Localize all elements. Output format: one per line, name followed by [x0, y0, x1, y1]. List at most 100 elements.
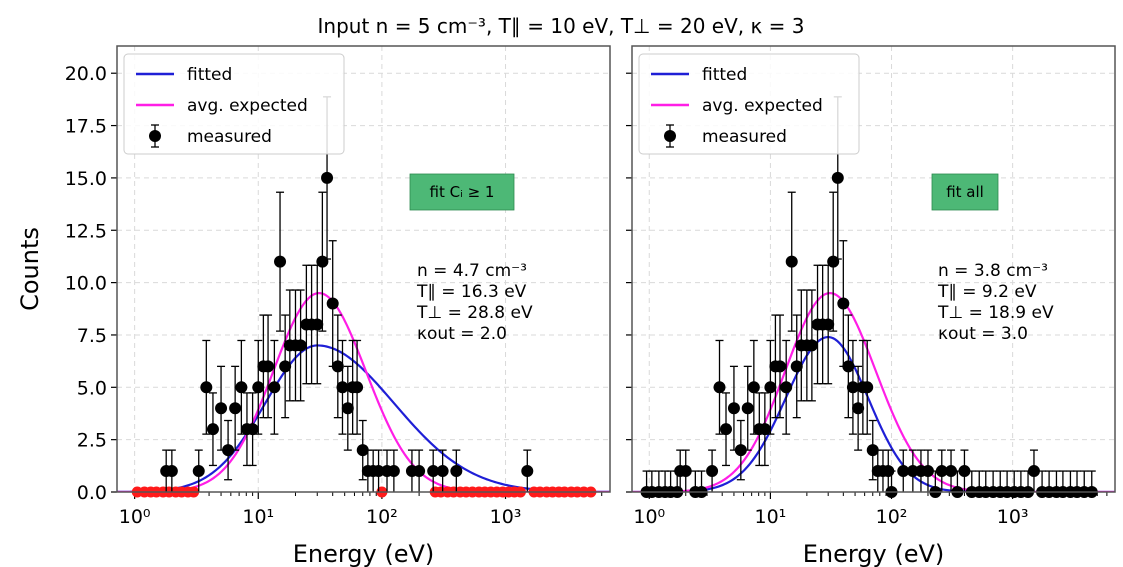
measured-point — [341, 402, 354, 415]
plot-frame — [631, 45, 1116, 493]
measured-point — [866, 444, 879, 457]
legend-label-expected: avg. expected — [187, 96, 308, 116]
measured-point — [822, 318, 835, 331]
measured-point — [192, 465, 205, 478]
measured-point — [351, 381, 364, 394]
plot-frame — [116, 45, 611, 493]
legend-swatch-measured — [664, 130, 676, 142]
y-tick-label: 17.5 — [65, 116, 107, 138]
x-tick-label: 10⁰ — [633, 506, 665, 528]
x-tick-label: 10² — [876, 506, 908, 528]
measured-point — [200, 381, 213, 394]
fit-mode-label: fit all — [946, 183, 984, 201]
expected-curve — [117, 291, 610, 492]
x-tick-label: 10¹ — [755, 506, 787, 528]
measured-point — [215, 402, 228, 415]
measured-point — [727, 402, 740, 415]
measured-point — [846, 381, 859, 394]
measured-point — [780, 381, 793, 394]
measured-point — [831, 171, 844, 184]
x-tick-label: 10² — [366, 506, 398, 528]
measured-point — [436, 465, 449, 478]
fit-parameter-text: n = 4.7 cm⁻³ — [417, 261, 527, 281]
measured-point — [764, 381, 777, 394]
x-tick-label: 10³ — [490, 506, 522, 528]
y-axis-label: Counts — [16, 227, 44, 311]
legend-label-expected: avg. expected — [702, 96, 823, 116]
measured-point — [229, 402, 242, 415]
legend-label-measured: measured — [187, 127, 272, 147]
fit-parameter-text: κout = 3.0 — [938, 324, 1028, 344]
measured-point — [165, 465, 178, 478]
measured-point — [521, 465, 534, 478]
measured-point — [837, 297, 850, 310]
measured-point — [246, 423, 259, 436]
y-tick-label: 2.5 — [77, 430, 107, 452]
fit-parameter-text: T⊥ = 28.8 eV — [416, 303, 533, 323]
measured-point — [387, 465, 400, 478]
legend-label-fitted: fitted — [702, 65, 747, 85]
measured-point — [321, 171, 334, 184]
measured-point — [706, 465, 719, 478]
measured-point — [427, 465, 440, 478]
x-axis-label: Energy (eV) — [293, 540, 435, 567]
fit-mode-badge — [931, 173, 999, 211]
measured-point — [713, 381, 726, 394]
measured-point — [356, 444, 369, 457]
measured-point — [897, 465, 910, 478]
fit-parameter-text: κout = 2.0 — [417, 324, 507, 344]
figure-title: Input n = 5 cm⁻³, T∥ = 10 eV, T⊥ = 20 eV… — [318, 14, 805, 38]
x-axis-label: Energy (eV) — [803, 540, 945, 567]
measured-point — [842, 360, 855, 373]
measured-point — [311, 318, 324, 331]
y-tick-label: 10.0 — [65, 273, 107, 295]
measured-point — [206, 423, 219, 436]
fit-parameter-text: T⊥ = 18.9 eV — [937, 303, 1054, 323]
y-tick-label: 0.0 — [77, 482, 107, 504]
measured-point — [805, 339, 818, 352]
measured-point — [235, 381, 248, 394]
measured-point — [294, 339, 307, 352]
measured-point — [785, 255, 798, 268]
measured-point — [372, 465, 385, 478]
y-tick-label: 20.0 — [65, 63, 107, 85]
y-tick-label: 12.5 — [65, 220, 107, 242]
measured-point — [336, 381, 349, 394]
measured-point — [747, 381, 760, 394]
right-panel: 10⁰ 10¹ 10² 10³ Energy (eV) fitted avg. expect… — [626, 45, 1116, 567]
measured-point — [252, 381, 265, 394]
legend-label-measured: measured — [702, 127, 787, 147]
legend-box — [123, 53, 345, 155]
measured-point — [921, 465, 934, 478]
measured-point — [331, 360, 344, 373]
measured-point — [1027, 465, 1040, 478]
fit-mode-label: fit Cᵢ ≥ 1 — [430, 183, 495, 201]
x-tick-label: 10⁰ — [119, 506, 151, 528]
fit-parameter-text: T∥ = 16.3 eV — [416, 282, 527, 302]
measured-point — [279, 360, 292, 373]
fit-mode-badge — [409, 173, 515, 211]
measured-point — [734, 444, 747, 457]
measured-point — [741, 402, 754, 415]
measured-point — [413, 465, 426, 478]
measured-point — [274, 255, 287, 268]
measured-point — [758, 423, 771, 436]
measured-point — [450, 465, 463, 478]
y-tick-label: 7.5 — [77, 325, 107, 347]
measured-point — [773, 360, 786, 373]
measured-point — [861, 381, 874, 394]
measured-point — [720, 423, 733, 436]
y-tick-label: 5.0 — [77, 377, 107, 399]
x-tick-label: 10³ — [997, 506, 1029, 528]
measured-point — [958, 465, 971, 478]
y-tick-label: 15.0 — [65, 168, 107, 190]
legend-label-fitted: fitted — [187, 65, 232, 85]
measured-point — [268, 381, 281, 394]
measured-point — [222, 444, 235, 457]
measured-point — [852, 402, 865, 415]
measured-point — [945, 465, 958, 478]
legend-box — [638, 53, 860, 155]
measured-point — [679, 465, 692, 478]
measured-point — [935, 465, 948, 478]
